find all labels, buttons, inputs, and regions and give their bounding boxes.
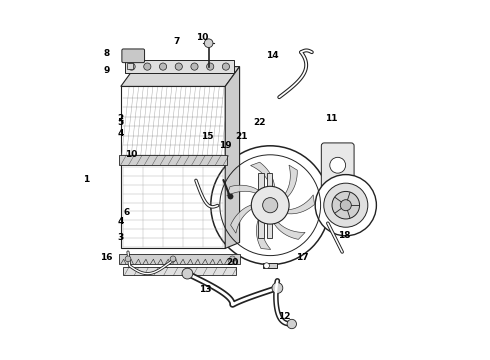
Text: 7: 7 [173, 37, 180, 46]
Text: 18: 18 [338, 231, 350, 240]
Text: 20: 20 [226, 258, 239, 267]
Circle shape [207, 63, 214, 70]
Text: 4: 4 [118, 129, 124, 138]
Circle shape [330, 157, 345, 173]
Circle shape [159, 63, 167, 70]
Text: 1: 1 [83, 175, 90, 184]
Circle shape [128, 63, 135, 70]
Bar [127, 63, 133, 69]
Bar [119, 156, 227, 165]
Polygon shape [283, 195, 315, 214]
Circle shape [125, 256, 131, 262]
Polygon shape [227, 185, 262, 196]
Text: 12: 12 [278, 312, 291, 321]
Polygon shape [250, 162, 275, 191]
Bar [125, 60, 234, 73]
Bar [267, 173, 272, 238]
Bar [122, 267, 236, 275]
Polygon shape [121, 67, 240, 86]
Circle shape [263, 198, 278, 213]
Circle shape [332, 192, 360, 219]
Text: 14: 14 [266, 51, 278, 60]
Circle shape [272, 283, 283, 293]
Circle shape [340, 200, 351, 211]
Circle shape [264, 263, 270, 269]
Text: 3: 3 [118, 233, 124, 242]
Bar [258, 173, 264, 238]
Text: 4: 4 [118, 217, 124, 226]
Bar [119, 254, 240, 264]
Polygon shape [231, 204, 255, 233]
Circle shape [175, 63, 182, 70]
Text: 5: 5 [118, 118, 124, 127]
Text: 10: 10 [125, 150, 138, 159]
Polygon shape [225, 67, 240, 248]
Circle shape [211, 146, 330, 265]
Text: 16: 16 [100, 253, 113, 262]
Text: 13: 13 [199, 285, 212, 294]
Text: 10: 10 [196, 33, 208, 42]
Circle shape [251, 186, 289, 224]
Text: 2: 2 [118, 114, 124, 123]
Text: 15: 15 [201, 132, 214, 141]
Text: 9: 9 [103, 66, 110, 75]
FancyBboxPatch shape [321, 143, 354, 192]
Circle shape [204, 39, 213, 48]
Circle shape [287, 319, 296, 329]
Circle shape [222, 63, 229, 70]
Text: 21: 21 [235, 132, 247, 141]
Polygon shape [256, 216, 270, 249]
Polygon shape [272, 219, 305, 239]
Polygon shape [283, 165, 297, 200]
Text: 6: 6 [123, 208, 129, 217]
Circle shape [229, 256, 235, 262]
Text: 17: 17 [296, 253, 309, 262]
Circle shape [144, 63, 151, 70]
Text: 8: 8 [103, 49, 110, 58]
Text: 11: 11 [325, 114, 338, 123]
FancyBboxPatch shape [122, 49, 145, 63]
Text: 19: 19 [219, 141, 231, 150]
Circle shape [315, 175, 376, 236]
Circle shape [191, 63, 198, 70]
Circle shape [170, 256, 176, 262]
Text: 22: 22 [253, 118, 266, 127]
Bar [263, 263, 277, 268]
Circle shape [182, 268, 193, 279]
Bar [121, 86, 225, 248]
Circle shape [324, 183, 368, 227]
